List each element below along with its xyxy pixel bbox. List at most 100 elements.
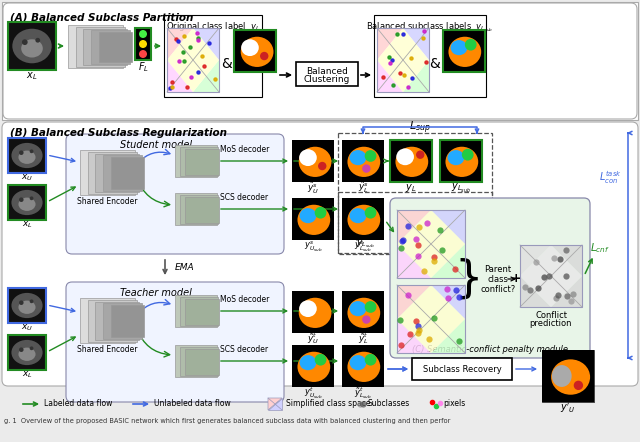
Bar — [342, 345, 384, 387]
Polygon shape — [193, 60, 219, 92]
Polygon shape — [167, 28, 219, 92]
Bar — [95, 154, 140, 192]
Text: $L_{sup}$: $L_{sup}$ — [409, 120, 431, 136]
Polygon shape — [397, 210, 431, 244]
FancyBboxPatch shape — [390, 198, 590, 358]
Circle shape — [19, 347, 24, 352]
Bar — [175, 145, 217, 177]
Text: Labeled data flow: Labeled data flow — [44, 400, 113, 408]
Ellipse shape — [396, 149, 414, 165]
Polygon shape — [167, 28, 193, 60]
Ellipse shape — [449, 37, 481, 67]
Bar — [412, 358, 512, 380]
Text: Clustering: Clustering — [304, 75, 350, 84]
Bar — [443, 30, 485, 72]
Text: (A) Balanced Subclass Partition: (A) Balanced Subclass Partition — [10, 12, 193, 22]
Circle shape — [139, 30, 147, 38]
Bar — [542, 350, 594, 402]
Ellipse shape — [348, 147, 380, 177]
Ellipse shape — [445, 147, 478, 177]
Text: Balanced subclass labels  $y_{L_{sub}}$: Balanced subclass labels $y_{L_{sub}}$ — [367, 20, 493, 34]
Ellipse shape — [12, 190, 43, 215]
Bar — [80, 298, 135, 343]
Polygon shape — [551, 276, 582, 307]
Text: SCS decoder: SCS decoder — [220, 194, 268, 202]
Polygon shape — [397, 319, 431, 353]
Ellipse shape — [19, 301, 36, 314]
Circle shape — [315, 207, 326, 219]
Text: $\tilde{y}^s_{L_{sub}}$: $\tilde{y}^s_{L_{sub}}$ — [356, 311, 375, 327]
Text: $L^{task}_{con}$: $L^{task}_{con}$ — [598, 170, 621, 187]
Circle shape — [362, 164, 371, 173]
Ellipse shape — [241, 37, 273, 67]
Text: Subclasses: Subclasses — [368, 400, 410, 408]
Ellipse shape — [349, 208, 366, 223]
Text: $x_L$: $x_L$ — [22, 370, 33, 380]
Circle shape — [365, 354, 376, 366]
Text: Simplified class space: Simplified class space — [286, 400, 371, 408]
Bar — [175, 193, 217, 225]
Ellipse shape — [299, 147, 332, 177]
Bar — [175, 345, 217, 377]
Ellipse shape — [241, 39, 259, 56]
Text: Shared Encoder: Shared Encoder — [77, 346, 137, 354]
Polygon shape — [377, 28, 429, 92]
Text: $\hat{y}^s_{U_{sub}}$: $\hat{y}^s_{U_{sub}}$ — [303, 238, 323, 254]
Text: +: + — [511, 273, 522, 286]
Bar — [440, 140, 482, 182]
Polygon shape — [520, 245, 582, 307]
Text: $\tilde{y}^t_U$: $\tilde{y}^t_U$ — [307, 332, 319, 347]
Text: Balanced: Balanced — [306, 66, 348, 76]
Polygon shape — [397, 285, 465, 353]
Circle shape — [260, 52, 268, 60]
Polygon shape — [377, 60, 403, 92]
Text: class: class — [488, 274, 508, 283]
Ellipse shape — [12, 143, 43, 168]
Polygon shape — [397, 285, 431, 319]
Bar — [99, 32, 132, 62]
Bar — [8, 288, 46, 323]
Ellipse shape — [19, 198, 36, 211]
Circle shape — [465, 39, 477, 50]
Text: pixels: pixels — [443, 400, 465, 408]
Bar — [88, 300, 137, 342]
Bar — [374, 15, 486, 97]
Bar — [68, 25, 123, 68]
Circle shape — [362, 315, 371, 324]
Polygon shape — [167, 60, 193, 92]
Text: $y'_U$: $y'_U$ — [560, 401, 576, 415]
Bar — [185, 349, 219, 375]
Circle shape — [365, 207, 376, 219]
Bar — [397, 210, 465, 278]
Bar — [2, 2, 638, 120]
Bar — [342, 198, 384, 240]
Bar — [342, 291, 384, 333]
Bar — [8, 185, 46, 220]
Ellipse shape — [300, 355, 316, 370]
Ellipse shape — [298, 352, 330, 382]
Text: &: & — [221, 57, 232, 71]
Bar — [180, 347, 218, 376]
Text: (C) Semantic-conflict penalty module: (C) Semantic-conflict penalty module — [412, 346, 568, 354]
Bar — [111, 305, 144, 337]
Bar — [377, 28, 429, 92]
Ellipse shape — [451, 40, 467, 55]
Circle shape — [315, 354, 326, 366]
Bar — [185, 197, 219, 223]
Ellipse shape — [299, 149, 317, 166]
Polygon shape — [268, 398, 282, 410]
Text: Conflict: Conflict — [535, 312, 567, 320]
Polygon shape — [403, 60, 429, 92]
Bar — [542, 350, 594, 402]
Circle shape — [35, 38, 40, 42]
Polygon shape — [377, 28, 403, 60]
Circle shape — [29, 347, 33, 350]
Text: $\hat{y}^s_U$: $\hat{y}^s_U$ — [307, 180, 319, 195]
Bar — [111, 157, 144, 190]
Bar — [80, 150, 135, 195]
Circle shape — [19, 150, 24, 155]
Bar — [180, 195, 218, 224]
Bar — [234, 30, 276, 72]
Ellipse shape — [19, 151, 36, 164]
Polygon shape — [520, 245, 551, 276]
